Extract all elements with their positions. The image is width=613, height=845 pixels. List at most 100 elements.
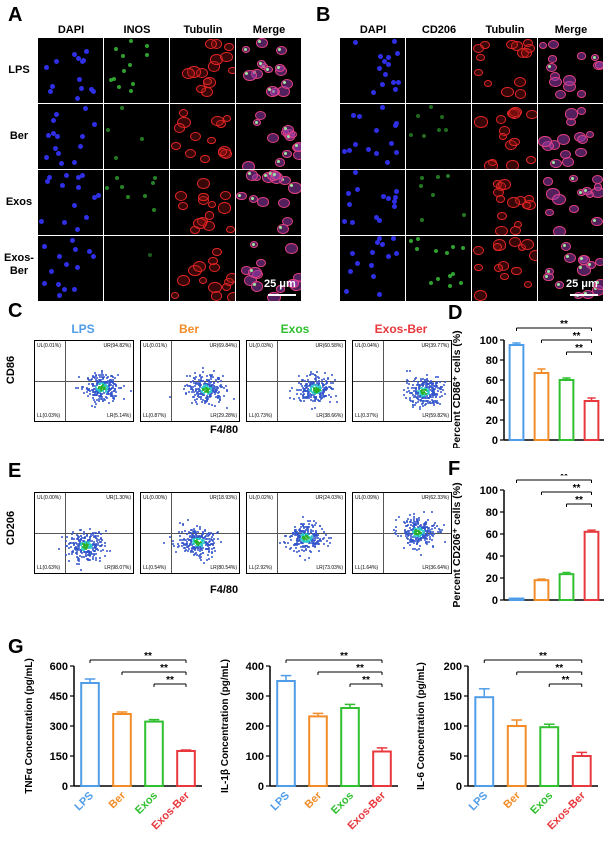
flow-event bbox=[203, 402, 206, 405]
merge-cell bbox=[282, 124, 295, 135]
flow-event bbox=[316, 381, 319, 384]
flow-event bbox=[419, 391, 422, 394]
flow-event bbox=[315, 534, 318, 537]
panel-b-cell-r3-c0 bbox=[340, 236, 405, 301]
flow-event bbox=[289, 389, 292, 392]
flow-event bbox=[303, 549, 306, 552]
flow-event bbox=[83, 530, 86, 533]
flow-event bbox=[407, 541, 410, 544]
flow-event bbox=[417, 395, 420, 398]
flow-event bbox=[66, 544, 69, 547]
flow-event bbox=[439, 390, 442, 393]
bar-lps bbox=[474, 696, 495, 788]
flow-event bbox=[214, 405, 217, 408]
flow-event bbox=[202, 547, 205, 550]
x-tick-label: LPS bbox=[467, 790, 491, 814]
flow-event bbox=[211, 373, 214, 376]
flow-event bbox=[283, 541, 286, 544]
flow-event bbox=[122, 397, 125, 400]
panel-b-cell-r0-c1 bbox=[406, 38, 471, 103]
flow-event bbox=[202, 388, 205, 391]
flow-event bbox=[397, 515, 400, 518]
merge-cell bbox=[564, 108, 579, 120]
flow-event bbox=[100, 533, 103, 536]
flow-event bbox=[302, 378, 305, 381]
flow-event bbox=[214, 549, 217, 552]
flow-event bbox=[108, 388, 111, 391]
flow-event bbox=[211, 539, 214, 542]
flow-event bbox=[311, 385, 314, 388]
flow-event bbox=[92, 541, 95, 544]
y-tick-label: 60 bbox=[486, 375, 498, 387]
tubulin-cell bbox=[196, 84, 207, 93]
flow-event bbox=[105, 395, 108, 398]
flow-event bbox=[95, 383, 98, 386]
flow-event bbox=[75, 538, 78, 541]
flow-event bbox=[313, 537, 316, 540]
flow-event bbox=[412, 532, 415, 535]
flow-event bbox=[203, 529, 206, 532]
flow-event bbox=[402, 547, 405, 550]
dapi-nucleus bbox=[366, 147, 372, 153]
flow-event bbox=[95, 385, 98, 388]
flow-event bbox=[201, 534, 204, 536]
flow-event bbox=[208, 531, 211, 534]
tubulin-cell bbox=[219, 51, 233, 63]
flow-event bbox=[64, 539, 67, 542]
tubulin-cell bbox=[170, 291, 180, 300]
dapi-nucleus bbox=[51, 118, 57, 124]
flow-event bbox=[421, 384, 424, 387]
flow-event bbox=[302, 545, 305, 548]
flow-event bbox=[318, 539, 321, 542]
flow-event bbox=[70, 537, 73, 540]
y-tick-label: 0 bbox=[492, 435, 498, 447]
tubulin-cell bbox=[204, 211, 215, 220]
flow-event bbox=[71, 533, 74, 536]
panel-b-col-merge: Merge bbox=[554, 24, 588, 36]
flow-event bbox=[322, 536, 325, 539]
flow-event bbox=[411, 384, 414, 387]
flow-event bbox=[307, 536, 310, 539]
panel-b-cell-r2-c2 bbox=[472, 170, 537, 235]
marker-signal bbox=[150, 180, 155, 185]
flow-event bbox=[417, 533, 420, 536]
flow-event bbox=[100, 389, 103, 392]
flow-event bbox=[81, 546, 84, 549]
flow-event bbox=[301, 390, 304, 393]
merge-cell bbox=[552, 225, 567, 235]
dapi-nucleus bbox=[344, 288, 350, 294]
flow-event bbox=[323, 388, 326, 391]
dapi-nucleus bbox=[56, 254, 62, 260]
flow-event bbox=[292, 397, 295, 400]
flow-event bbox=[209, 395, 212, 398]
flow-event bbox=[319, 399, 322, 402]
flow-event bbox=[99, 394, 102, 397]
flow-event bbox=[413, 523, 416, 526]
merge-cell bbox=[287, 279, 299, 289]
flow-event bbox=[432, 401, 435, 404]
flow-event bbox=[192, 527, 195, 530]
flow-event bbox=[177, 542, 180, 545]
merge-marker bbox=[268, 87, 272, 91]
flow-event bbox=[194, 531, 197, 534]
quadrant-label-ur: UR(18.93%) bbox=[209, 495, 237, 501]
flow-event bbox=[194, 377, 197, 380]
flow-event bbox=[77, 560, 80, 563]
flow-event bbox=[75, 549, 78, 552]
tubulin-cell bbox=[171, 142, 182, 151]
flow-event bbox=[81, 556, 84, 559]
merge-cell bbox=[256, 38, 268, 49]
flow-event bbox=[186, 549, 189, 552]
flow-event bbox=[321, 384, 324, 387]
flow-event bbox=[430, 395, 433, 398]
flow-event bbox=[205, 398, 208, 401]
flow-event bbox=[105, 392, 108, 395]
tubulin-cell bbox=[495, 195, 505, 203]
marker-signal bbox=[436, 127, 441, 132]
flow-event bbox=[309, 371, 312, 374]
flow-event bbox=[314, 397, 317, 400]
flow-event bbox=[105, 376, 108, 379]
flow-event bbox=[75, 548, 78, 550]
flow-event bbox=[307, 394, 310, 397]
flow-event bbox=[82, 542, 85, 545]
